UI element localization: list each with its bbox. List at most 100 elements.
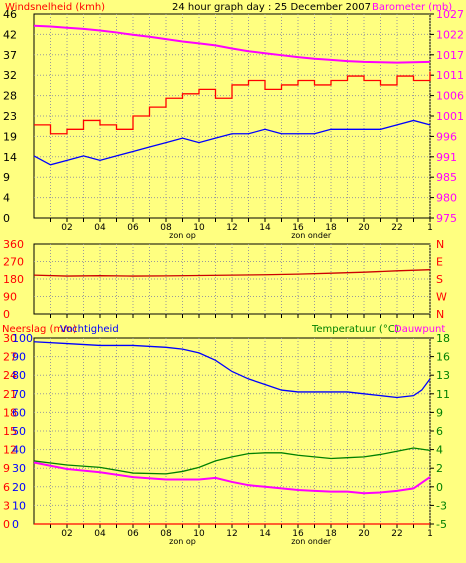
y-left-tick-label: 0 (3, 212, 10, 225)
rain-tick-label: 0 (3, 518, 10, 531)
y-left-tick-label: 32 (3, 69, 17, 82)
humidity-tick-label: 90 (12, 351, 26, 364)
wind-axis-title: Windsnelheid (kmh) (5, 2, 105, 13)
rain-tick-label: 18 (3, 406, 17, 419)
y-right-tick-label: 985 (436, 171, 457, 184)
x-tick-label: 02 (61, 223, 72, 233)
x-tick-label: 10 (193, 223, 205, 233)
x-tick-label: 16 (292, 529, 304, 539)
direction-degree-label: 270 (3, 256, 24, 269)
humidity-tick-label: 0 (12, 518, 19, 531)
temperature-tick-label: -3 (436, 499, 447, 512)
x-tick-label: 16 (292, 223, 304, 233)
temperature-tick-label: 9 (436, 406, 443, 419)
compass-label: N (436, 308, 444, 321)
rain-axis-title: Neerslag (mm) (2, 324, 77, 335)
compass-label: S (436, 273, 443, 286)
x-tick-label: 1 (427, 223, 433, 233)
x-tick-label: 20 (358, 529, 370, 539)
chart-title: 24 hour graph day : 25 December 2007 (172, 2, 371, 13)
x-tick-label: 06 (127, 223, 139, 233)
y-right-tick-label: 1011 (436, 69, 464, 82)
compass-label: E (436, 256, 443, 269)
series-line (33, 461, 431, 495)
compass-label: W (436, 291, 447, 304)
y-right-tick-label: 1017 (436, 49, 464, 62)
y-right-tick-label: 1006 (436, 90, 464, 103)
x-tick-label: 14 (259, 529, 271, 539)
y-left-tick-label: 28 (3, 90, 17, 103)
y-left-tick-label: 46 (3, 8, 17, 21)
y-right-tick-label: 1022 (436, 28, 464, 41)
temperature-tick-label: 13 (436, 369, 450, 382)
series-line (33, 24, 431, 64)
humidity-tick-label: 30 (12, 462, 26, 475)
humidity-tick-label: 50 (12, 425, 26, 438)
x-tick-label: 08 (160, 529, 172, 539)
temperature-axis-title: Temperatuur (°C) (311, 324, 399, 335)
y-left-tick-label: 42 (3, 28, 17, 41)
x-tick-label: 12 (226, 529, 237, 539)
series-line (33, 447, 431, 475)
rain-tick-label: 15 (3, 425, 17, 438)
rain-tick-label: 3 (3, 499, 10, 512)
temperature-tick-label: 11 (436, 388, 450, 401)
humidity-tick-label: 70 (12, 388, 26, 401)
humidity-tick-label: 40 (12, 444, 26, 457)
y-left-tick-label: 37 (3, 49, 17, 62)
series-line (33, 341, 431, 399)
y-right-tick-label: 1001 (436, 110, 464, 123)
y-right-tick-label: 1027 (436, 8, 464, 21)
x-tick-label: 14 (259, 223, 271, 233)
rain-tick-label: 30 (3, 332, 17, 345)
humidity-tick-label: 60 (12, 406, 26, 419)
y-right-tick-label: 980 (436, 192, 457, 205)
temperature-tick-label: 16 (436, 351, 450, 364)
series-line (34, 71, 431, 135)
humidity-axis-title: Vochtigheid (60, 324, 119, 335)
x-tick-label: 12 (226, 223, 237, 233)
x-tick-label: 08 (160, 223, 172, 233)
series-line (33, 269, 431, 277)
rain-tick-label: 6 (3, 481, 10, 494)
x-tick-label: 1 (427, 529, 433, 539)
temperature-tick-label: 0 (436, 481, 443, 494)
humidity-tick-label: 80 (12, 369, 26, 382)
x-tick-label: 04 (94, 223, 106, 233)
y-left-tick-label: 14 (3, 151, 17, 164)
x-tick-label: 10 (193, 529, 205, 539)
direction-degree-label: 360 (3, 238, 24, 251)
y-right-tick-label: 996 (436, 130, 457, 143)
y-left-tick-label: 4 (3, 192, 10, 205)
humidity-tick-label: 20 (12, 481, 26, 494)
direction-degree-label: 180 (3, 273, 24, 286)
x-tick-label: 06 (127, 529, 139, 539)
rain-tick-label: 24 (3, 369, 17, 382)
x-annotation: zon op (169, 231, 196, 240)
rain-tick-label: 21 (3, 388, 17, 401)
x-tick-label: 04 (94, 529, 106, 539)
barometer-axis-title: Barometer (mb) (372, 2, 452, 13)
temperature-tick-label: 18 (436, 332, 450, 345)
direction-degree-label: 0 (3, 308, 10, 321)
x-tick-label: 22 (391, 223, 402, 233)
dewpoint-axis-title: Dauwpunt (394, 324, 445, 335)
humidity-tick-label: 10 (12, 499, 26, 512)
compass-label: N (436, 238, 444, 251)
y-left-tick-label: 9 (3, 171, 10, 184)
x-tick-label: 22 (391, 529, 402, 539)
temperature-tick-label: 2 (436, 462, 443, 475)
x-annotation: zon op (169, 537, 196, 546)
x-tick-label: 20 (358, 223, 370, 233)
rain-tick-label: 27 (3, 351, 17, 364)
y-right-tick-label: 975 (436, 212, 457, 225)
x-annotation: zon onder (291, 231, 332, 240)
x-annotation: zon onder (291, 537, 332, 546)
rain-tick-label: 9 (3, 462, 10, 475)
x-tick-label: 18 (325, 529, 337, 539)
y-left-tick-label: 19 (3, 130, 17, 143)
rain-tick-label: 12 (3, 444, 17, 457)
y-right-tick-label: 991 (436, 151, 457, 164)
temperature-tick-label: 6 (436, 425, 443, 438)
